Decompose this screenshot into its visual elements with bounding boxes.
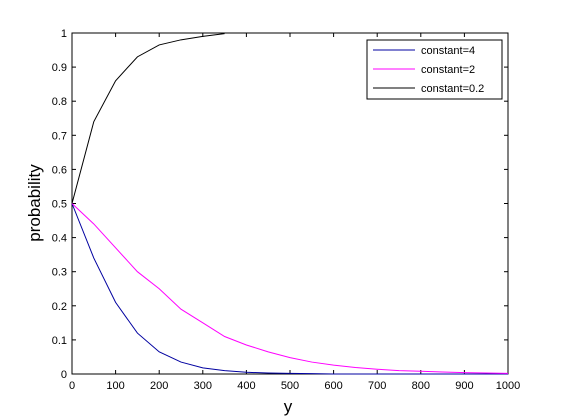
series-line [71, 33, 225, 204]
x-tick-label: 0 [69, 380, 75, 392]
x-tick-label: 200 [150, 380, 168, 392]
x-axis-label: y [284, 397, 293, 416]
legend-label: constant=2 [421, 64, 475, 76]
y-tick-label: 0 [61, 369, 67, 381]
y-tick-label: 0.2 [52, 301, 67, 313]
y-tick-label: 0.9 [52, 62, 67, 74]
y-tick-label: 0.7 [52, 130, 67, 142]
x-tick-label: 900 [455, 380, 473, 392]
x-tick-label: 1000 [496, 380, 520, 392]
y-tick-label: 0.8 [52, 96, 67, 108]
x-tick-label: 700 [368, 380, 386, 392]
legend-label: constant=4 [421, 45, 475, 57]
x-tick-label: 600 [324, 380, 342, 392]
y-tick-label: 0.4 [52, 233, 67, 245]
x-tick-label: 100 [106, 380, 124, 392]
series-line [71, 203, 509, 374]
y-tick-label: 1 [61, 28, 67, 40]
y-tick-label: 0.5 [52, 199, 67, 211]
y-tick-label: 0.6 [52, 164, 67, 176]
x-tick-label: 300 [194, 380, 212, 392]
x-tick-label: 400 [237, 380, 255, 392]
y-tick-label: 0.3 [52, 267, 67, 279]
series-line [71, 203, 508, 375]
x-tick-label: 500 [281, 380, 299, 392]
y-tick-label: 0.1 [52, 335, 67, 347]
legend-label: constant=0.2 [421, 83, 484, 95]
x-tick-label: 800 [412, 380, 430, 392]
y-axis-label: probability [25, 164, 44, 242]
